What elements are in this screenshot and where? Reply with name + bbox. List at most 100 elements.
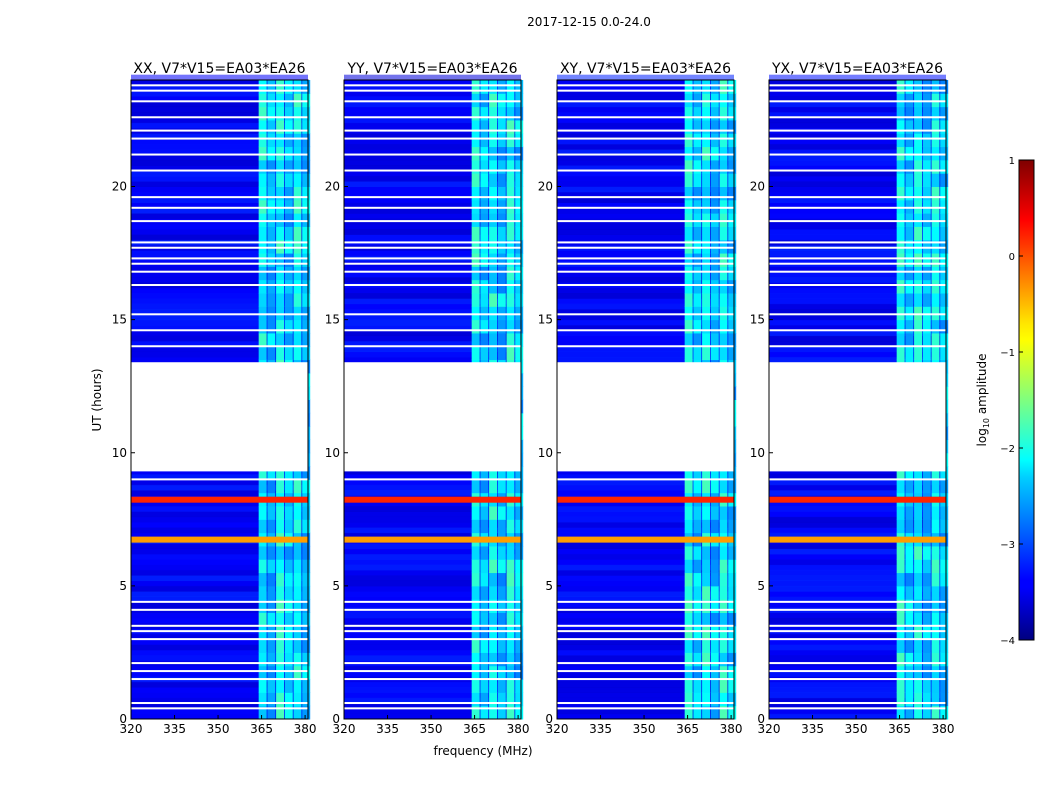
noise-row: [131, 575, 308, 582]
rfi-column-cell: [693, 306, 702, 321]
noise-row: [769, 122, 946, 129]
rfi-column-cell: [896, 93, 905, 108]
rfi-column-cell: [922, 106, 931, 121]
noise-row: [557, 569, 734, 576]
noise-row: [769, 511, 946, 518]
rfi-column-cell: [922, 133, 931, 148]
rfi-column-cell: [515, 625, 524, 640]
rfi-column-cell: [302, 306, 311, 321]
blank-row: [131, 100, 308, 103]
rfi-column-cell: [506, 705, 515, 720]
rfi-column-cell: [497, 705, 506, 720]
rfi-column-cell: [719, 80, 728, 94]
rfi-column-cell: [471, 679, 480, 693]
rfi-column-cell: [293, 213, 302, 227]
x-tick-label: 335: [589, 722, 612, 736]
rfi-column-cell: [702, 599, 711, 613]
rfi-column-cell: [719, 106, 728, 121]
rfi-column-cell: [302, 159, 311, 174]
blank-row: [557, 313, 734, 316]
noise-row: [769, 500, 946, 507]
noise-row: [769, 202, 946, 209]
rfi-column-cell: [905, 585, 914, 600]
rfi-column-cell: [905, 279, 914, 294]
rfi-column-cell: [293, 319, 302, 334]
noise-row: [557, 308, 734, 315]
noise-row: [769, 633, 946, 640]
rfi-column-cell: [896, 692, 905, 707]
rfi-column-cell: [497, 332, 506, 347]
rfi-column-cell: [480, 479, 489, 494]
rfi-column-cell: [480, 559, 489, 574]
rfi-column-cell: [489, 93, 498, 108]
noise-row: [131, 80, 308, 86]
noise-row: [131, 74, 308, 81]
rfi-column-cell: [940, 293, 949, 307]
blank-row: [344, 169, 521, 172]
noise-row: [131, 117, 308, 124]
noise-row: [557, 708, 734, 715]
rfi-column-cell: [922, 239, 931, 254]
rfi-column-cell: [471, 559, 480, 574]
noise-row: [557, 543, 734, 550]
rfi-column-cell: [258, 306, 267, 321]
noise-row: [344, 277, 521, 283]
rfi-column-cell: [719, 585, 728, 600]
blank-row: [344, 608, 521, 611]
rfi-column-cell: [276, 159, 285, 174]
rfi-column-cell: [905, 173, 914, 187]
blank-row: [769, 313, 946, 316]
blank-row: [769, 345, 946, 348]
rfi-column-cell: [922, 199, 931, 214]
rfi-column-cell: [258, 679, 267, 693]
rfi-column-cell: [728, 119, 737, 134]
rfi-column-cell: [506, 346, 515, 361]
rfi-column-cell: [302, 479, 311, 494]
rfi-column-cell: [914, 506, 923, 520]
colorbar-tick-label: −3: [1000, 540, 1015, 551]
rfi-column-cell: [896, 266, 905, 281]
noise-row: [769, 229, 946, 235]
rfi-column-cell: [684, 119, 693, 134]
rfi-column-cell: [914, 599, 923, 613]
rfi-column-cell: [506, 80, 515, 94]
noise-row: [769, 346, 946, 353]
x-axis-label: frequency (MHz): [433, 744, 532, 758]
rfi-column-cell: [497, 80, 506, 94]
rfi-column-cell: [728, 293, 737, 307]
rfi-column-cell: [284, 199, 293, 214]
rfi-column-cell: [471, 692, 480, 707]
rfi-column-cell: [276, 479, 285, 494]
noise-row: [557, 351, 734, 358]
blank-row: [344, 241, 521, 244]
rfi-column-cell: [693, 146, 702, 161]
noise-row: [557, 580, 734, 587]
rfi-column-cell: [267, 519, 276, 534]
rfi-column-cell: [258, 692, 267, 707]
strong-row: [557, 496, 734, 503]
noise-row: [344, 548, 521, 555]
rfi-column-cell: [489, 612, 498, 627]
rfi-column-cell: [515, 173, 524, 187]
rfi-column-cell: [905, 625, 914, 640]
blank-row: [344, 624, 521, 627]
noise-row: [557, 175, 734, 182]
noise-row: [769, 143, 946, 150]
rfi-column-cell: [276, 186, 285, 201]
rfi-column-cell: [497, 93, 506, 108]
blank-row: [344, 702, 521, 705]
rfi-column-cell: [276, 346, 285, 361]
rfi-column-cell: [267, 652, 276, 667]
rfi-column-cell: [497, 466, 506, 480]
colorbar-tick-label: 1: [1009, 156, 1015, 167]
rfi-column-cell: [480, 186, 489, 201]
rfi-column-cell: [905, 226, 914, 241]
rfi-column-cell: [728, 585, 737, 600]
rfi-column-cell: [931, 93, 940, 108]
rfi-column-cell: [931, 146, 940, 161]
rfi-column-cell: [914, 545, 923, 560]
rfi-column-cell: [710, 479, 719, 494]
rfi-column-cell: [905, 293, 914, 307]
rfi-column-cell: [471, 506, 480, 520]
noise-row: [131, 85, 308, 92]
